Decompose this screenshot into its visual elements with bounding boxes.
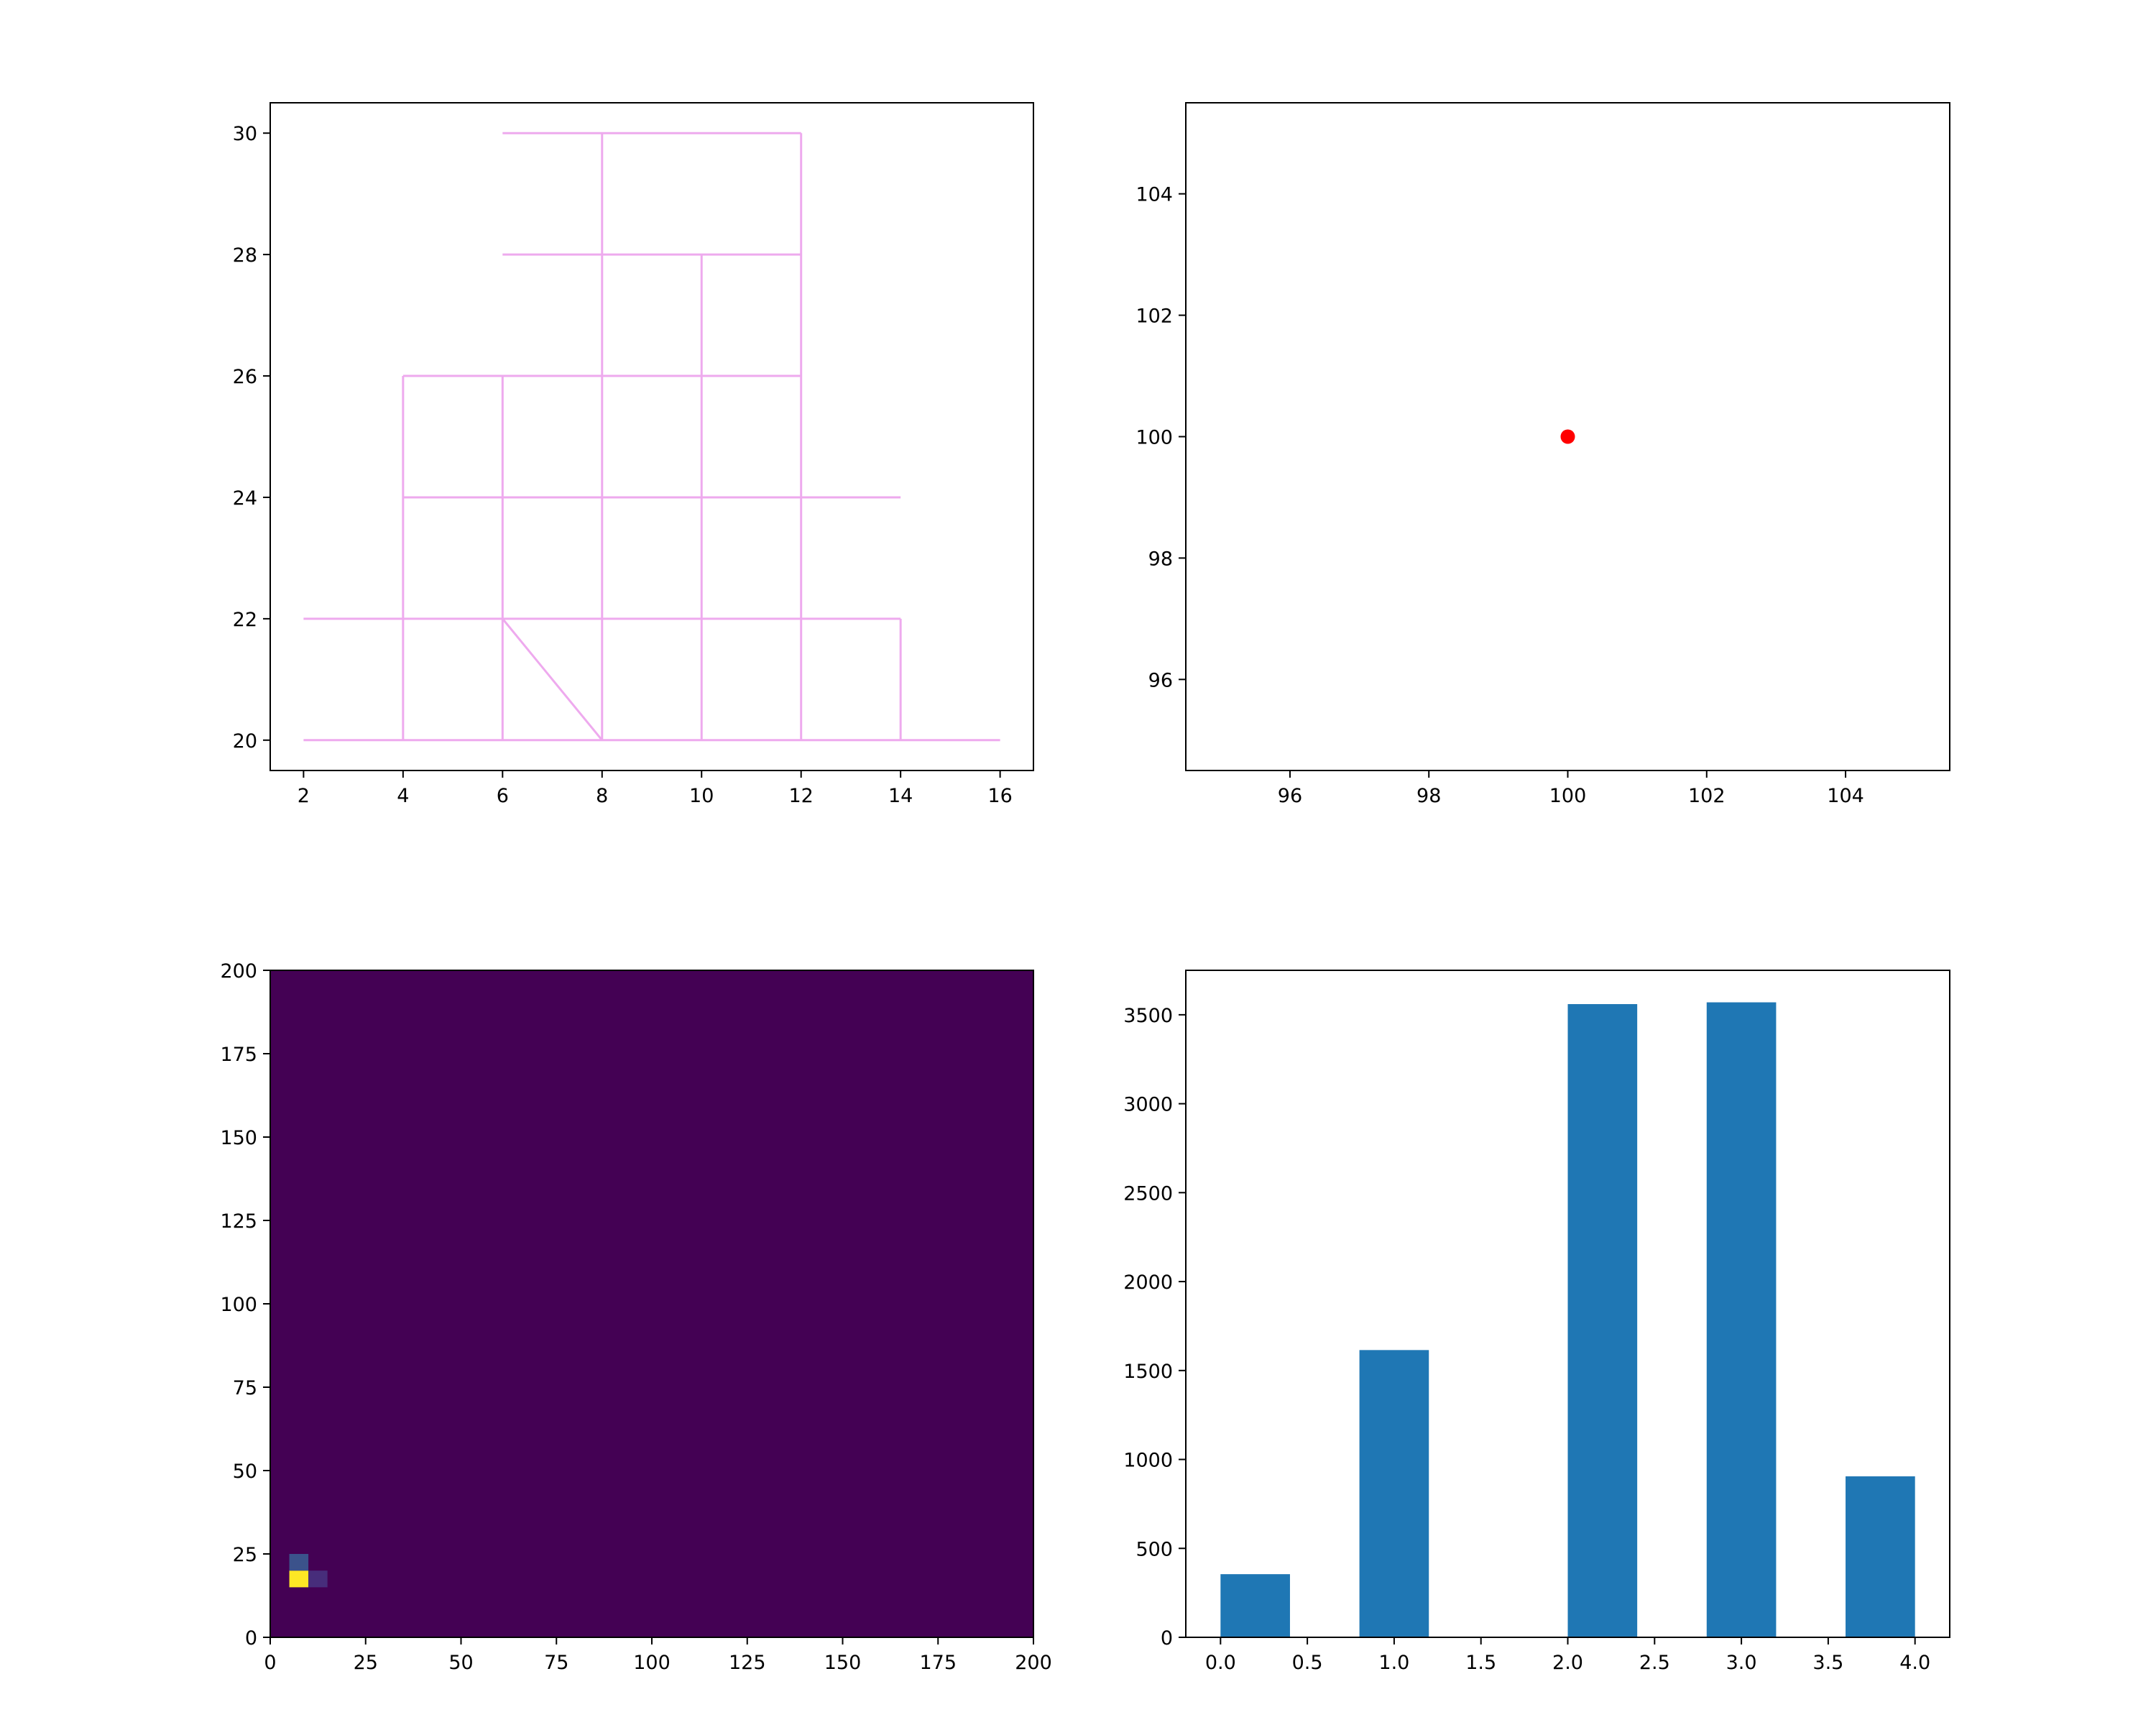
y-tick-label: 102 — [1135, 305, 1173, 328]
x-tick-label: 104 — [1827, 785, 1864, 807]
y-tick-label: 2500 — [1123, 1182, 1173, 1205]
y-tick-label: 175 — [220, 1044, 257, 1066]
x-tick-label: 2 — [298, 785, 310, 807]
x-tick-label: 1.0 — [1378, 1652, 1409, 1674]
plot-area — [1220, 1002, 1915, 1637]
x-tick-label: 75 — [544, 1652, 568, 1674]
x-tick-label: 1.5 — [1465, 1652, 1496, 1674]
line-segment — [502, 617, 603, 741]
x-tick-label: 3.0 — [1726, 1652, 1757, 1674]
x-tick-label: 10 — [689, 785, 714, 807]
axes-frame — [270, 970, 1034, 1638]
y-tick-label: 200 — [220, 960, 257, 983]
y-tick-label: 100 — [1135, 427, 1173, 449]
y-tick-label: 3000 — [1123, 1094, 1173, 1116]
x-tick-label: 0.0 — [1205, 1652, 1236, 1674]
x-tick-label: 12 — [789, 785, 814, 807]
subplot-heatmap: 0 25 50 75 100 125 150 175 200 0 25 50 75 100 125 150 17… — [220, 960, 1051, 1674]
plot-area — [1560, 429, 1575, 444]
y-tick-label: 50 — [233, 1460, 257, 1483]
x-tick-label: 100 — [1549, 785, 1587, 807]
x-tick-label: 2.0 — [1552, 1652, 1583, 1674]
subplot-histogram: 0.0 0.5 1.0 1.5 2.0 2.5 3.0 3.5 4.0 0 500 1000 1500 2… — [1123, 970, 1950, 1674]
axes-frame — [1185, 102, 1950, 771]
axes-frame — [270, 102, 1034, 771]
y-tick-label: 3500 — [1123, 1005, 1173, 1027]
x-tick-label: 150 — [824, 1652, 862, 1674]
y-tick-label: 104 — [1135, 184, 1173, 206]
y-tick-label: 125 — [220, 1210, 257, 1233]
y-tick-label: 24 — [233, 487, 257, 510]
plot-area — [270, 970, 1033, 1637]
histogram-bar — [1567, 1004, 1638, 1637]
histogram-bar — [1359, 1350, 1429, 1637]
y-tick-label: 1500 — [1123, 1361, 1173, 1383]
scatter-point — [1560, 429, 1575, 444]
y-tick-label: 100 — [220, 1294, 257, 1316]
y-tick-label: 96 — [1148, 669, 1173, 691]
histogram-bar — [1706, 1002, 1777, 1637]
x-tick-label: 0.5 — [1292, 1652, 1323, 1674]
histogram-bar — [1846, 1476, 1915, 1637]
y-tick-label: 500 — [1135, 1538, 1173, 1560]
x-tick-label: 6 — [497, 785, 509, 807]
y-tick-label: 25 — [233, 1544, 257, 1566]
y-tick-label: 30 — [233, 123, 257, 145]
y-tick-label: 20 — [233, 730, 257, 753]
x-tick-label: 175 — [919, 1652, 957, 1674]
x-tick-label: 125 — [729, 1652, 766, 1674]
y-tick-label: 0 — [245, 1627, 257, 1650]
histogram-bar — [1220, 1574, 1290, 1637]
y-tick-label: 26 — [233, 366, 257, 388]
x-tick-label: 100 — [633, 1652, 671, 1674]
y-tick-label: 2000 — [1123, 1271, 1173, 1294]
x-tick-label: 16 — [987, 785, 1012, 807]
y-tick-label: 28 — [233, 244, 257, 267]
x-tick-label: 2.5 — [1639, 1652, 1670, 1674]
x-tick-label: 4.0 — [1899, 1652, 1930, 1674]
x-tick-label: 98 — [1416, 785, 1441, 807]
y-tick-label: 0 — [1161, 1627, 1173, 1650]
x-tick-label: 3.5 — [1812, 1652, 1843, 1674]
heatmap-cell — [289, 1570, 309, 1588]
x-tick-label: 96 — [1278, 785, 1302, 807]
x-tick-label: 102 — [1688, 785, 1726, 807]
heatmap-background — [270, 970, 1033, 1637]
heatmap-cell — [289, 1554, 309, 1571]
y-tick-label: 1000 — [1123, 1450, 1173, 1472]
y-tick-label: 75 — [233, 1377, 257, 1399]
x-tick-label: 8 — [596, 785, 608, 807]
x-tick-label: 0 — [264, 1652, 276, 1674]
x-tick-label: 25 — [354, 1652, 378, 1674]
y-tick-label: 98 — [1148, 548, 1173, 570]
plot-area — [303, 132, 1000, 742]
heatmap-cell — [308, 1570, 328, 1588]
axes-frame — [1185, 970, 1950, 1638]
x-tick-label: 200 — [1015, 1652, 1052, 1674]
x-tick-label: 50 — [448, 1652, 473, 1674]
y-tick-label: 150 — [220, 1127, 257, 1149]
x-tick-label: 14 — [888, 785, 913, 807]
subplot-scatter: 96 98 100 102 104 96 98 100 102 104 — [1135, 102, 1950, 807]
y-tick-label: 22 — [233, 609, 257, 631]
x-tick-label: 4 — [397, 785, 409, 807]
